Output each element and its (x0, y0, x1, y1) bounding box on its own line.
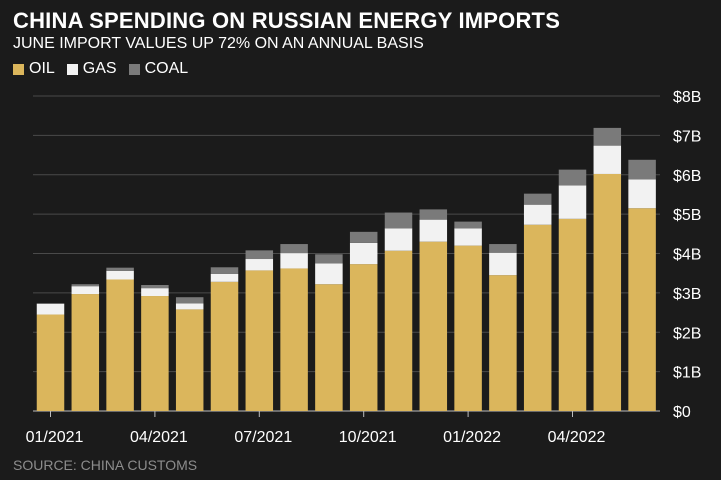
bar-segment-gas (71, 286, 100, 295)
bar-segment-coal (628, 159, 656, 180)
y-tick-label: $5B (673, 207, 701, 224)
bar-segment-gas (454, 228, 482, 246)
bar-segment-gas (384, 228, 413, 251)
y-tick-label: $6B (673, 168, 701, 185)
bar-segment-coal (36, 303, 65, 304)
legend-swatch-coal (128, 63, 140, 75)
x-tick-label: 01/2022 (443, 429, 501, 446)
chart-subtitle: JUNE IMPORT VALUES UP 72% ON AN ANNUAL B… (13, 35, 424, 52)
bar-segment-coal (141, 285, 169, 289)
bar-segment-oil (489, 275, 517, 411)
bar-segment-coal (349, 231, 378, 243)
bar-segment-oil (593, 173, 622, 411)
bar-segment-oil (71, 294, 100, 411)
y-tick-label: $0 (673, 404, 691, 421)
bar-segment-gas (210, 273, 239, 282)
chart-title: CHINA SPENDING ON RUSSIAN ENERGY IMPORTS (13, 8, 561, 33)
bar-segment-oil (245, 270, 274, 411)
y-tick-label: $1B (673, 365, 701, 382)
legend-label-oil: OIL (29, 60, 55, 77)
bar-segment-gas (245, 259, 274, 271)
y-tick-label: $2B (673, 325, 701, 342)
bar-segment-oil (36, 314, 65, 411)
legend-swatch-oil (13, 63, 24, 75)
bar-segment-coal (280, 244, 308, 254)
bar-segment-coal (245, 250, 274, 260)
legend-item-gas: GAS (66, 60, 117, 78)
bar-segment-coal (106, 267, 134, 271)
legend-item-coal: COAL (128, 60, 189, 78)
bar-segment-coal (210, 267, 239, 274)
legend-label-gas: GAS (82, 60, 117, 77)
bar-segment-coal (384, 212, 413, 229)
bar-segment-oil (315, 284, 343, 411)
bar-segment-gas (489, 252, 517, 276)
bar-segment-oil (349, 264, 378, 411)
bar-segment-gas (280, 253, 308, 269)
bar-segment-gas (141, 288, 169, 297)
bar-segment-oil (175, 309, 204, 411)
bar-segment-coal (558, 169, 587, 186)
legend-item-oil: OIL (13, 60, 55, 78)
bar-segment-oil (628, 208, 656, 411)
bar-segment-gas (628, 179, 656, 209)
bar-segment-coal (523, 193, 552, 205)
x-tick-label: 07/2021 (234, 429, 292, 446)
bar-segment-gas (593, 145, 622, 174)
y-tick-label: $7B (673, 128, 701, 145)
bar-segment-oil (419, 241, 448, 411)
bar-segment-gas (558, 185, 587, 219)
bar-segment-oil (384, 250, 413, 411)
bar-segment-coal (489, 244, 517, 253)
x-tick-label: 04/2021 (130, 429, 188, 446)
bar-segment-coal (593, 127, 622, 146)
y-tick-label: $3B (673, 286, 701, 303)
bar-segment-coal (419, 209, 448, 220)
legend-swatch-gas (66, 63, 78, 75)
source-note: SOURCE: CHINA CUSTOMS (13, 457, 198, 473)
bar-segment-coal (71, 284, 100, 287)
bar-segment-gas (523, 204, 552, 225)
bar-segment-oil (210, 281, 239, 411)
bar-segment-oil (523, 224, 552, 411)
bar-segment-gas (106, 270, 134, 280)
bar-segment-coal (175, 297, 204, 304)
bar-segment-coal (315, 254, 343, 264)
bar-segment-gas (419, 219, 448, 242)
bar-segment-coal (454, 221, 482, 229)
bar-segment-gas (175, 303, 204, 310)
bar-segment-oil (454, 245, 482, 411)
y-tick-label: $4B (673, 247, 701, 264)
x-tick-label: 04/2022 (548, 429, 606, 446)
bar-segment-oil (141, 296, 169, 411)
bar-segment-oil (280, 268, 308, 411)
x-tick-label: 01/2021 (26, 429, 84, 446)
y-tick-label: $8B (673, 89, 701, 106)
bar-segment-oil (558, 218, 587, 411)
legend-label-coal: COAL (144, 60, 189, 77)
bar-segment-gas (36, 303, 65, 315)
bar-segment-gas (349, 242, 378, 265)
legend: OIL GAS COAL (13, 60, 200, 78)
bar-segment-gas (315, 263, 343, 285)
bar-segment-oil (106, 279, 134, 411)
x-tick-label: 10/2021 (339, 429, 397, 446)
